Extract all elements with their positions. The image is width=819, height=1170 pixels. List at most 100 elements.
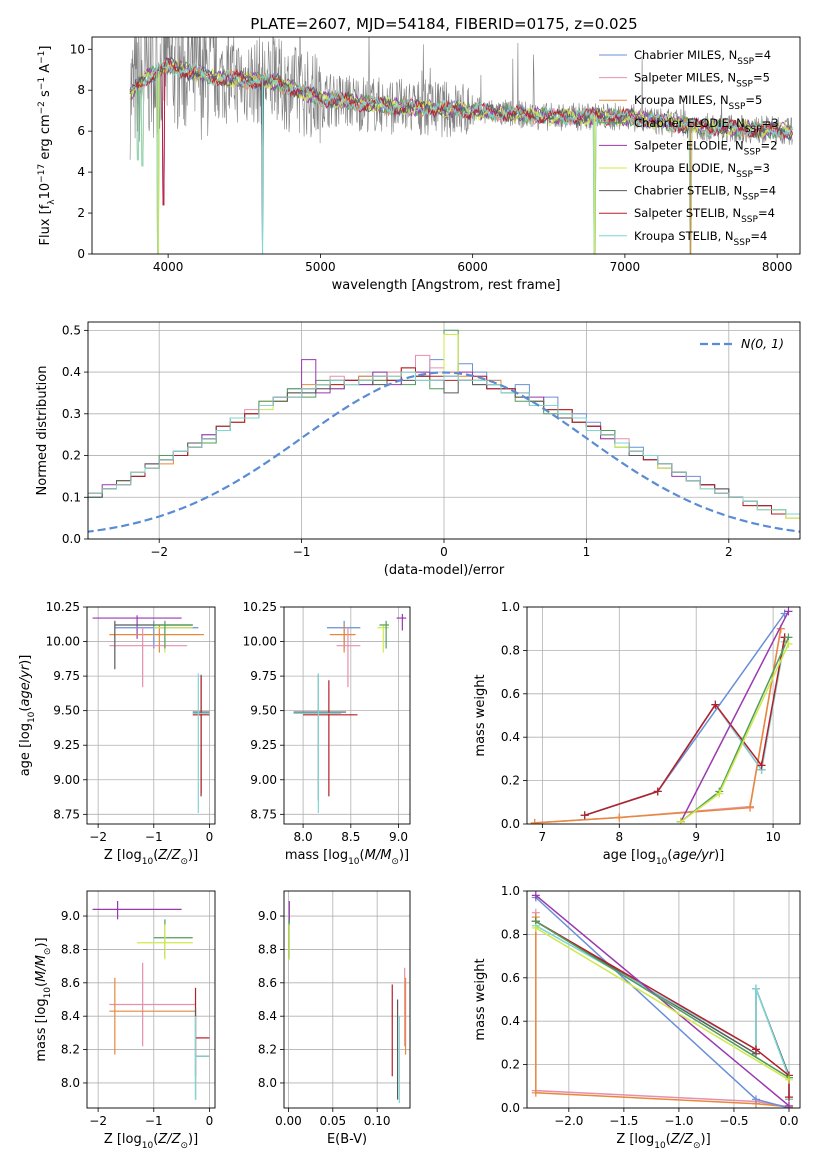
y-tick-label: 10.25	[46, 600, 80, 614]
weight-line-salpeter_elodie	[680, 610, 790, 823]
label-part: age [log	[603, 848, 656, 863]
weight-point-salpeter_stelib	[711, 700, 720, 709]
y-tick-label: 9.75	[53, 669, 80, 683]
figure-title: PLATE=2607, MJD=54184, FIBERID=0175, z=0…	[250, 15, 637, 33]
y-tick-label: 8.6	[61, 976, 80, 990]
legend-label-normal: N(0, 1)	[741, 336, 784, 351]
label-part: age [log	[18, 723, 33, 776]
y-tick-label: 0.0	[501, 1101, 520, 1115]
y-tick-label: 8.4	[61, 1009, 80, 1023]
label-part: mass weight	[473, 958, 488, 1040]
label-part: (	[153, 1132, 158, 1147]
label-part: Kroupa ELODIE, N	[634, 161, 736, 175]
legend-label-salpeter_stelib: Salpeter STELIB, NSSP=4	[634, 206, 775, 225]
label-part: SSP	[736, 80, 753, 90]
y-tick-label: 0.6	[501, 971, 520, 985]
weight-point-salpeter_stelib	[757, 761, 766, 770]
label-part: Z [log	[616, 1132, 654, 1147]
label-part: 10	[43, 987, 53, 999]
plot-area	[531, 891, 793, 1108]
weight-line-salpeter_miles	[535, 912, 790, 1108]
y-tick-label: 10	[70, 42, 85, 56]
y-tick-label: 2	[77, 206, 85, 220]
x-tick-label: −0.5	[719, 1114, 748, 1128]
legend-label-salpeter_elodie: Salpeter ELODIE, NSSP=2	[634, 138, 777, 157]
histogram-chabrier_elodie	[88, 329, 800, 519]
label-part: )]	[399, 848, 409, 863]
x-tick-label: 8	[615, 830, 623, 844]
model-spectrum-salpeter_stelib	[129, 57, 793, 206]
weight-line-salpeter_stelib	[584, 637, 786, 817]
y-tick-label: 8.75	[250, 807, 277, 821]
histogram-kroupa_stelib	[88, 371, 800, 519]
x-tick-label: 9.0	[389, 830, 408, 844]
label-part: )]	[34, 937, 49, 947]
x-tick-label: 5000	[305, 260, 336, 274]
label-part: ⊙	[180, 1141, 188, 1151]
weight-line-kroupa_miles	[535, 917, 790, 1108]
label-part: wavelength [Angstrom, rest frame]	[332, 278, 561, 293]
x-tick-label: 0.00	[275, 1114, 302, 1128]
y-tick-label: 8.8	[258, 942, 277, 956]
model-spectrum-kroupa_stelib	[130, 59, 793, 254]
plot-area	[293, 613, 407, 813]
label-part: SSP	[744, 147, 761, 157]
label-part: Z/Z	[670, 1132, 694, 1147]
x-tick-label: 9	[692, 830, 700, 844]
y-tick-label: 8.0	[258, 1076, 277, 1090]
axes-frame	[283, 890, 411, 1109]
y-tick-label: 9.50	[53, 704, 80, 718]
label-part: mass [log	[285, 848, 348, 863]
weight-point-salpeter_stelib	[653, 787, 662, 796]
legend-label-kroupa_elodie: Kroupa ELODIE, NSSP=3	[634, 161, 770, 180]
label-part: SSP	[742, 193, 759, 203]
label-part: −17	[37, 164, 47, 183]
weight-line-kroupa_stelib	[584, 641, 786, 817]
x-axis-label: Z [log10(Z/Z⊙)]	[104, 1132, 198, 1151]
legend-label-chabrier_elodie: Chabrier ELODIE, NSSP=3	[634, 116, 779, 135]
x-axis-label: age [log10(age/yr)]	[603, 848, 725, 867]
label-part: 10	[142, 1141, 154, 1151]
y-tick-label: 0.0	[62, 532, 81, 546]
y-tick-label: 1.0	[501, 600, 520, 614]
label-part: )]	[18, 655, 33, 665]
weight-line-kroupa_miles	[534, 628, 782, 824]
label-part: A	[38, 64, 53, 77]
label-part: Z/Z	[157, 848, 181, 863]
weight-point-kroupa_miles	[615, 813, 624, 822]
legend-label-chabrier_miles: Chabrier MILES, NSSP=4	[634, 48, 771, 67]
label-part: Kroupa STELIB, N	[634, 229, 734, 243]
plot-area	[530, 607, 793, 824]
label-part: (	[666, 1132, 671, 1147]
x-tick-label: −2.0	[554, 1114, 583, 1128]
y-axis-label: age [log10(age/yr)]	[18, 655, 37, 777]
label-part: Chabrier ELODIE, N	[634, 116, 745, 130]
label-part: 10	[348, 857, 360, 867]
label-part: Kroupa MILES, N	[634, 93, 729, 107]
y-tick-label: 8.0	[61, 1076, 80, 1090]
axes-frame	[91, 36, 801, 255]
label-part: )]	[188, 1132, 198, 1147]
x-tick-label: −2	[89, 1114, 107, 1128]
y-tick-label: 0.2	[62, 449, 81, 463]
histogram-salpeter_miles	[88, 354, 800, 519]
label-part: SSP	[734, 238, 751, 248]
y-tick-label: 10.25	[243, 600, 277, 614]
label-part: age/yr	[18, 663, 33, 706]
axes-frame	[526, 606, 801, 825]
y-tick-label: 0.6	[501, 687, 520, 701]
x-tick-label: 6000	[457, 260, 488, 274]
y-tick-label: 0	[77, 247, 85, 261]
mass-vs-ebv-panel: 0.00 0.05 0.10 8.0 8.2 8.4 8.6 8.8 9.0 E(B-V)	[258, 890, 411, 1147]
label-part: =5	[753, 71, 770, 85]
weight-point-salpeter_stelib	[784, 1093, 793, 1102]
x-axis-label: E(B-V)	[327, 1132, 367, 1147]
label-part: SSP	[729, 102, 746, 112]
label-part: ⊙	[180, 857, 188, 867]
age-vs-metallicity-panel: −2 −1 0 8.75 9.00 9.25 9.50 9.75 10.00 10.25 Z [lo…	[18, 600, 216, 867]
plot-area	[92, 615, 210, 813]
weight-point-salpeter_elodie	[784, 1101, 793, 1108]
label-part: =4	[759, 184, 776, 198]
label-part: SSP	[745, 125, 762, 135]
